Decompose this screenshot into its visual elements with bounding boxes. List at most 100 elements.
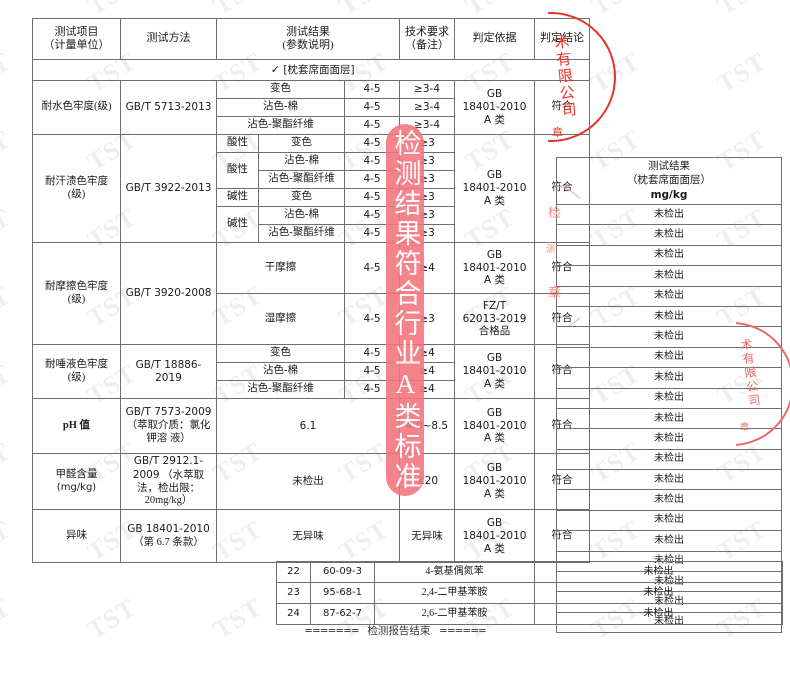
table-row: 未检出: [556, 305, 782, 328]
table-row: 耐摩擦色牢度 (级) GB/T 3920-2008 干摩擦 4-5 ≥4 GB …: [32, 242, 591, 345]
cell-test-item: pH 值: [32, 398, 121, 454]
cell-index: 22: [276, 561, 311, 583]
cell-result: 6.1: [215, 398, 401, 454]
table-row: 耐汗渍色牢度 (级) GB/T 3922-2013 酸性 变色 4-5 ≥3 G…: [32, 134, 591, 243]
cell-requirement: ≥3-4: [399, 80, 456, 99]
table-row: 耐唾液色牢度 (级) GB/T 18886-2019 变色 4-5 ≥4 GB …: [32, 344, 591, 399]
table-row: 24 87-62-7 2,6-二甲基苯胺 未检出: [276, 603, 783, 625]
table-row: 未检出: [556, 530, 782, 552]
cell-test-method: GB/T 3922-2013: [120, 134, 217, 243]
watermark-text: TST: [0, 514, 16, 567]
cell-basis: GB 18401-2010 A 类: [454, 398, 536, 454]
cell-param: 变色: [258, 134, 345, 153]
cell-result: 未检出: [556, 448, 782, 471]
cell-test-item: 耐汗渍色牢度 (级): [32, 134, 121, 243]
cell-test-method: GB/T 3920-2008: [120, 242, 217, 345]
check-icon: ✓: [270, 63, 281, 77]
cell-result: 未检出: [556, 407, 782, 430]
table-row: 未检出: [556, 509, 782, 532]
watermark-text: TST: [0, 202, 16, 255]
cell-param: 变色: [258, 188, 345, 207]
cell-result: 未检出: [215, 452, 401, 511]
cell-param: 变色: [216, 344, 345, 363]
table-row: 23 95-68-1 2,4-二甲基苯胺 未检出: [276, 582, 783, 604]
cell-param: 湿摩擦: [216, 293, 345, 345]
cell-requirement: 无异味: [399, 509, 456, 564]
cell-result: 未检出: [556, 469, 782, 491]
cell-conclusion: 符合: [534, 80, 591, 135]
table-row: 未检出: [556, 387, 782, 409]
sample-group-label: [枕套席面面层]: [283, 64, 355, 77]
cell-sub-label: 碱性: [216, 188, 259, 207]
cell-test-method: GB 18401-2010 （第 6.7 条款）: [120, 509, 217, 564]
cell-result: 未检出: [556, 265, 782, 287]
sample-group-cell: ✓ [枕套席面面层]: [31, 59, 591, 81]
table-row: 未检出: [556, 489, 782, 511]
watermark-text: TST: [0, 358, 16, 411]
cell-result: 未检出: [556, 428, 782, 450]
watermark-text: TST: [0, 436, 16, 489]
cell-param: 变色: [216, 80, 345, 99]
cell-requirement: ≥3-4: [399, 98, 456, 117]
sample-group-row: ✓ [枕套席面面层]: [31, 59, 591, 81]
cell-param: 沾色-棉: [216, 362, 345, 381]
cell-param: 沾色-聚酯纤维: [216, 380, 345, 399]
table-row: 未检出: [556, 203, 782, 226]
header-tech-requirement: 技术要求 （备注）: [399, 18, 456, 60]
table-row: 未检出: [556, 265, 782, 287]
cell-basis: GB 18401-2010 A 类: [454, 242, 536, 294]
cell-result: 未检出: [534, 582, 783, 604]
cell-result: 未检出: [556, 305, 782, 328]
cell-test-method: GB/T 5713-2013: [120, 80, 217, 135]
cell-result: 未检出: [556, 489, 782, 511]
cell-param: 干摩擦: [216, 242, 345, 294]
cell-result: 无异味: [215, 509, 401, 564]
table-row: 未检出: [556, 244, 782, 267]
table-row: 未检出: [556, 224, 782, 246]
verdict-stamp: 检测结果符合行业A类标准: [386, 124, 424, 496]
cell-result: 未检出: [556, 509, 782, 532]
cell-basis: FZ/T 62013-2019 合格品: [454, 293, 536, 345]
cell-result: 未检出: [556, 285, 782, 307]
header-test-item: 测试项目 （计量单位）: [32, 18, 121, 60]
table-row: 未检出: [556, 469, 782, 491]
table-row: 未检出: [556, 448, 782, 471]
cell-substance-name: 4-氨基偶氮苯: [374, 561, 535, 583]
watermark-text: TST: [0, 280, 16, 333]
cell-test-item: 耐摩擦色牢度 (级): [32, 242, 121, 345]
watermark-text: TST: [0, 124, 16, 177]
cell-param: 沾色-聚酯纤维: [258, 224, 345, 243]
watermark-text: TST: [0, 0, 16, 22]
table-row: 异味 GB 18401-2010 （第 6.7 条款） 无异味 无异味 GB 1…: [32, 509, 591, 564]
table-row: 未检出: [556, 326, 782, 348]
right-table-header: 测试结果 （枕套席面面层） mg/kg: [556, 157, 782, 205]
test-results-table: 测试项目 （计量单位） 测试方法 测试结果 (参数说明) 技术要求 （备注） 判…: [31, 18, 591, 564]
cell-result: 4-5: [343, 98, 401, 117]
table-header-row: 测试结果 （枕套席面面层） mg/kg: [556, 157, 782, 205]
cell-result: 未检出: [556, 387, 782, 409]
cell-basis: GB 18401-2010 A 类: [454, 452, 536, 511]
cell-cas-number: 60-09-3: [310, 561, 375, 583]
cell-param: 沾色-棉: [258, 206, 345, 225]
cell-test-item: 耐唾液色牢度 (级): [32, 344, 121, 399]
cell-basis: GB 18401-2010 A 类: [454, 344, 536, 399]
cell-param: 沾色-棉: [216, 98, 345, 117]
header-judgment-basis: 判定依据: [454, 18, 536, 60]
cell-result: 未检出: [556, 244, 782, 267]
footer-dashes-left: =======: [304, 625, 360, 637]
cell-param: 沾色-聚酯纤维: [258, 170, 345, 189]
table-row: 沾色-棉 4-5 ≥3-4: [33, 98, 590, 117]
table-row: 甲醛含量 (mg/kg) GB/T 2912.1-2009 （水萃取法，检出限：…: [32, 452, 591, 511]
cell-test-item: 甲醛含量 (mg/kg): [32, 452, 121, 511]
cell-cas-number: 95-68-1: [310, 582, 375, 604]
cell-sub-label: 酸性: [216, 152, 259, 189]
cell-result: 未检出: [556, 530, 782, 552]
verdict-stamp-text: 检测结果符合行业A类标准: [390, 128, 421, 492]
cell-substance-name: 2,6-二甲基苯胺: [374, 603, 535, 625]
cell-test-item: 异味: [32, 509, 121, 564]
table-row: 22 60-09-3 4-氨基偶氮苯 未检出: [276, 561, 783, 583]
table-row: pH 值 GB/T 7573-2009 （萃取介质：氯化钾溶 液） 6.1 4.…: [32, 398, 591, 454]
cell-basis: GB 18401-2010 A 类: [454, 134, 536, 243]
cell-index: 23: [276, 582, 311, 604]
cell-basis: GB 18401-2010 A 类: [454, 80, 536, 135]
